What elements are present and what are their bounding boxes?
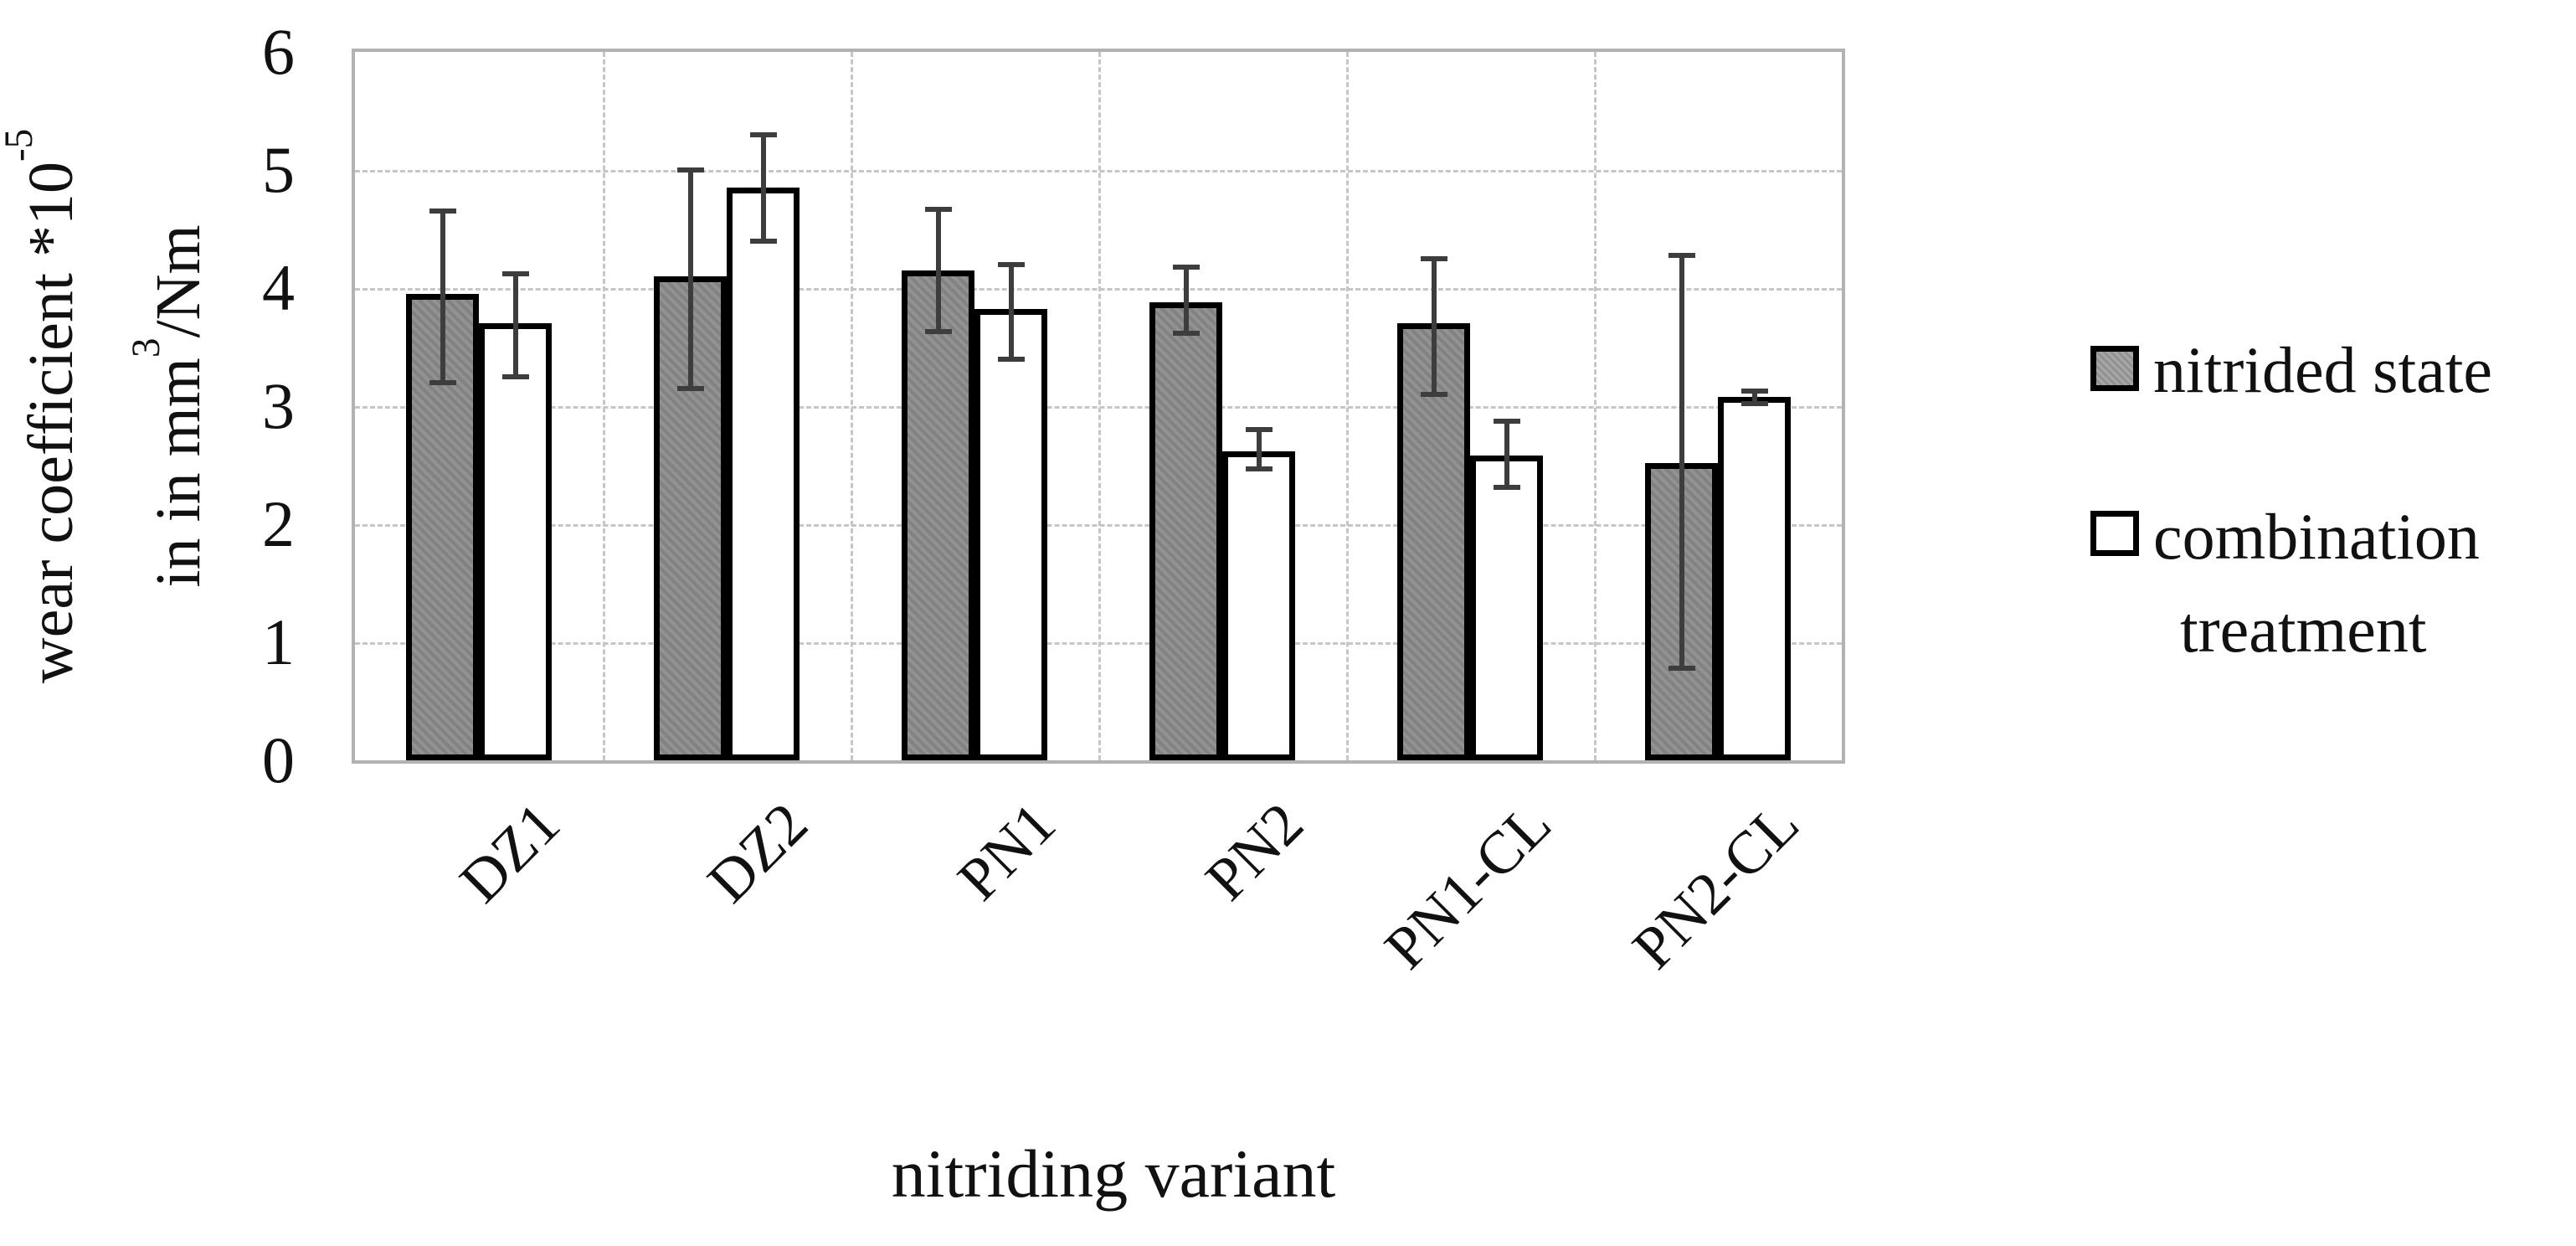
error-cap-low-PN2-CL-s0 [1668, 666, 1695, 672]
bar-combination-treatment-PN1-CL [1470, 456, 1543, 760]
error-cap-high-PN2-s0 [1172, 264, 1200, 270]
error-cap-high-PN2-s1 [1245, 427, 1273, 433]
error-cap-low-PN1-s1 [997, 356, 1025, 362]
error-bar-PN1-CL-s0 [1431, 258, 1437, 394]
plot-area [352, 49, 1845, 764]
error-cap-low-DZ1-s0 [429, 379, 456, 385]
error-bar-PN1-s0 [935, 209, 941, 332]
superscript-exponent: -5 [0, 128, 42, 162]
v-gridline-5 [1594, 52, 1597, 760]
error-cap-high-DZ1-s0 [429, 209, 456, 214]
error-bar-PN2-CL-s0 [1679, 255, 1684, 669]
y-axis-title-line1: wear coefficient *10-5 [0, 129, 99, 683]
y-tick-label-5: 5 [262, 133, 295, 206]
error-bar-DZ1-s1 [512, 274, 518, 377]
x-axis-title: nitriding variant [891, 1135, 1336, 1212]
v-gridline-1 [603, 52, 605, 760]
bars-layer [355, 52, 1842, 760]
legend-swatch-nitrided-state-icon [2090, 346, 2139, 391]
error-cap-low-PN2-s0 [1172, 330, 1200, 336]
legend-swatch-combination-treatment-icon [2090, 511, 2139, 556]
gridlines [355, 52, 1842, 760]
error-cap-high-DZ2-s1 [749, 131, 777, 137]
y-tick-label-2: 2 [262, 487, 295, 560]
y-tick-label-0: 0 [262, 723, 295, 796]
error-bars-layer [355, 52, 1842, 760]
error-cap-low-PN2-s1 [1245, 466, 1273, 471]
error-cap-low-DZ1-s1 [501, 373, 529, 379]
error-bar-DZ2-s0 [687, 170, 693, 389]
v-gridline-2 [851, 52, 853, 760]
error-cap-high-PN2-CL-s1 [1740, 388, 1768, 394]
error-cap-high-PN2-CL-s0 [1668, 252, 1695, 258]
error-bar-PN1-CL-s1 [1504, 421, 1509, 488]
error-bar-DZ1-s0 [440, 211, 445, 383]
error-cap-high-PN1-s0 [924, 206, 952, 212]
error-cap-low-PN1-CL-s1 [1493, 485, 1520, 491]
error-cap-high-PN1-s1 [997, 261, 1025, 267]
error-cap-low-PN1-CL-s0 [1420, 391, 1447, 397]
superscript-cubed: 3 [125, 337, 168, 358]
error-cap-high-PN1-CL-s1 [1493, 419, 1520, 425]
error-bar-PN1-s1 [1008, 264, 1014, 359]
bar-nitrided-state-PN1 [902, 270, 974, 760]
bar-combination-treatment-PN2-CL [1718, 396, 1791, 760]
legend-label-treatment: treatment [2180, 593, 2427, 666]
error-cap-high-PN1-CL-s0 [1420, 255, 1447, 261]
v-gridline-4 [1346, 52, 1349, 760]
legend-label-combination: combination [2153, 500, 2480, 573]
bar-nitrided-state-PN2 [1149, 301, 1222, 760]
y-tick-label-4: 4 [262, 251, 295, 324]
error-cap-high-DZ2-s0 [676, 167, 704, 172]
v-gridline-3 [1098, 52, 1101, 760]
error-cap-low-PN1-s0 [924, 329, 952, 335]
error-cap-low-DZ2-s0 [676, 385, 704, 391]
error-cap-high-DZ1-s1 [501, 271, 529, 277]
legend-label-nitrided-state: nitrided state [2153, 333, 2493, 406]
bar-combination-treatment-DZ2 [727, 188, 800, 760]
y-tick-label-1: 1 [262, 605, 295, 678]
error-cap-low-PN2-CL-s1 [1740, 401, 1768, 407]
bar-combination-treatment-PN2 [1222, 451, 1295, 760]
error-bar-PN2-s1 [1256, 430, 1262, 469]
y-tick-label-6: 6 [262, 15, 295, 88]
error-cap-low-DZ2-s1 [749, 238, 777, 244]
error-bar-PN2-s0 [1183, 266, 1189, 333]
y-tick-label-3: 3 [262, 369, 295, 442]
error-bar-PN2-CL-s1 [1751, 390, 1757, 404]
bar-combination-treatment-PN1 [974, 309, 1047, 760]
error-bar-DZ2-s1 [760, 134, 766, 241]
